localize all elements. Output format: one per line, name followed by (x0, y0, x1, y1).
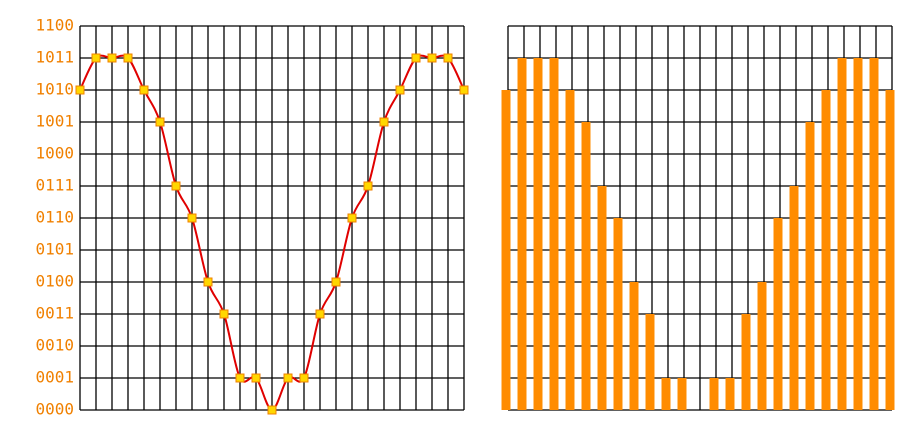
bar (645, 314, 655, 410)
sample-point (299, 373, 309, 383)
bar (549, 58, 559, 410)
sample-point (251, 373, 261, 383)
sample-point (187, 213, 197, 223)
sample-point (347, 213, 357, 223)
bar (789, 186, 799, 410)
sample-point (171, 181, 181, 191)
sample-point (331, 277, 341, 287)
y-tick-label: 1000 (35, 144, 74, 163)
sample-point (411, 53, 421, 63)
bar (821, 90, 831, 410)
y-tick-label: 0111 (35, 176, 74, 195)
sample-point (443, 53, 453, 63)
y-tick-label: 1001 (35, 112, 74, 131)
y-tick-label: 1011 (35, 48, 74, 67)
sample-point (427, 53, 437, 63)
sample-point (267, 405, 277, 415)
y-tick-label: 0100 (35, 272, 74, 291)
sample-point (107, 53, 117, 63)
y-tick-label: 0010 (35, 336, 74, 355)
sample-point (283, 373, 293, 383)
bar (709, 378, 719, 410)
bar (581, 122, 591, 410)
y-tick-label: 1100 (35, 16, 74, 35)
y-tick-label: 0001 (35, 368, 74, 387)
bar (629, 282, 639, 410)
bar (677, 378, 687, 410)
bar (853, 58, 863, 410)
bar (501, 90, 511, 410)
plot (79, 25, 465, 411)
sample-point (91, 53, 101, 63)
sample-point (379, 117, 389, 127)
sample-point (123, 53, 133, 63)
sample-point (203, 277, 213, 287)
bar (885, 90, 895, 410)
bar (869, 58, 879, 410)
bar (837, 58, 847, 410)
y-tick-label: 0110 (35, 208, 74, 227)
sample-point (235, 373, 245, 383)
bar (725, 378, 735, 410)
sample-point (363, 181, 373, 191)
bar (533, 58, 543, 410)
sample-point (139, 85, 149, 95)
bar (613, 218, 623, 410)
bar (517, 58, 527, 410)
y-tick-label: 1010 (35, 80, 74, 99)
bar (565, 90, 575, 410)
sample-point (219, 309, 229, 319)
bar (661, 378, 671, 410)
y-tick-label: 0000 (35, 400, 74, 419)
y-tick-label: 0011 (35, 304, 74, 323)
sample-point (155, 117, 165, 127)
sample-point (459, 85, 469, 95)
bar (773, 218, 783, 410)
bar (757, 282, 767, 410)
bar (741, 314, 751, 410)
sample-point (395, 85, 405, 95)
sample-point (75, 85, 85, 95)
sample-point (315, 309, 325, 319)
bar (597, 186, 607, 410)
bar (805, 122, 815, 410)
y-tick-label: 0101 (35, 240, 74, 259)
